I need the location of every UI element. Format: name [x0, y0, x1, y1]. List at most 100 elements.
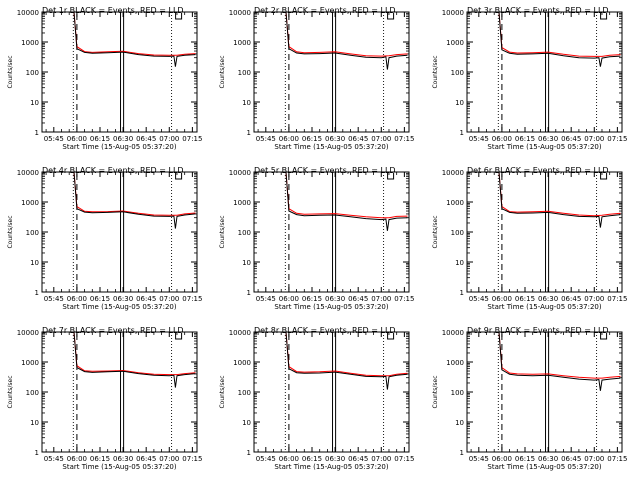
y-tick-label: 10: [242, 259, 251, 267]
y-tick-label: 10000: [442, 169, 464, 177]
y-tick-label: 10: [455, 419, 464, 427]
plot-panel-9: 1 10 100 1000 10000 05:45 06:00 06:15 06:30 06:45…: [432, 326, 627, 471]
y-tick-label: 1000: [446, 39, 464, 47]
x-tick-label: 07:00: [584, 135, 604, 143]
y-axis-label: Counts/sec: [7, 375, 14, 408]
axes-frame: [466, 11, 623, 133]
panel-title: Det 5r BLACK = Events, RED = LLD: [254, 166, 396, 175]
x-tick-label: 06:30: [325, 455, 345, 463]
x-tick-label: 05:45: [469, 455, 489, 463]
y-tick-label: 10000: [17, 169, 39, 177]
y-axis-label: Counts/sec: [7, 215, 14, 248]
y-tick-label: 10000: [229, 329, 251, 337]
x-tick-label: 07:00: [159, 135, 179, 143]
series-line-red: [285, 172, 408, 219]
panel-title: Det 2r BLACK = Events, RED = LLD: [254, 6, 396, 15]
x-axis-label: Start Time (15-Aug-05 05:37:20): [487, 303, 601, 311]
x-tick-label: 06:00: [492, 455, 512, 463]
x-tick-label: 06:00: [279, 295, 299, 303]
x-tick-label: 06:45: [136, 455, 156, 463]
plot-panel-7: 1 10 100 1000 10000 05:45 06:00 06:15 06:30 06:45…: [7, 326, 202, 471]
y-tick-label: 100: [26, 69, 39, 77]
y-tick-label: 1000: [446, 359, 464, 367]
square-marker: [600, 333, 608, 340]
series-group: [498, 12, 621, 67]
series-group: [285, 172, 408, 231]
y-tick-label: 10000: [229, 169, 251, 177]
series-group: [285, 332, 408, 390]
x-tick-label: 06:00: [67, 295, 87, 303]
y-tick-label: 1000: [233, 359, 251, 367]
axes-frame: [466, 171, 623, 293]
x-tick-label: 06:30: [113, 455, 133, 463]
square-marker: [387, 333, 395, 340]
x-axis-label: Start Time (15-Aug-05 05:37:20): [62, 143, 176, 151]
axes-frame: [41, 171, 198, 293]
series-line-black: [73, 12, 196, 67]
y-tick-label: 1000: [21, 199, 39, 207]
panel-title: Det 3r BLACK = Events, RED = LLD: [467, 6, 609, 15]
y-tick-label: 1: [35, 449, 39, 457]
x-tick-label: 05:45: [469, 135, 489, 143]
x-tick-label: 07:00: [584, 455, 604, 463]
y-tick-label: 10: [242, 99, 251, 107]
series-group: [73, 332, 196, 388]
y-tick-label: 10000: [17, 329, 39, 337]
x-tick-label: 05:45: [44, 455, 64, 463]
y-tick-label: 1000: [233, 39, 251, 47]
plot-panel-4: 1 10 100 1000 10000 05:45 06:00 06:15 06:30 06:45…: [7, 166, 202, 311]
x-tick-label: 06:00: [279, 455, 299, 463]
y-axis-label: Counts/sec: [219, 215, 226, 248]
x-tick-label: 06:45: [561, 295, 581, 303]
y-tick-label: 1: [247, 289, 251, 297]
y-tick-label: 10000: [17, 9, 39, 17]
series-line-black: [498, 172, 621, 228]
x-tick-label: 05:45: [256, 295, 276, 303]
x-tick-label: 07:00: [371, 455, 391, 463]
x-tick-label: 05:45: [256, 135, 276, 143]
y-tick-label: 100: [238, 69, 251, 77]
y-tick-label: 10: [455, 99, 464, 107]
series-line-red: [73, 332, 196, 376]
y-axis-label: Counts/sec: [432, 375, 439, 408]
x-tick-label: 06:30: [538, 135, 558, 143]
axes-frame: [253, 331, 410, 453]
x-tick-label: 06:15: [302, 135, 322, 143]
x-tick-label: 06:45: [348, 295, 368, 303]
x-axis-label: Start Time (15-Aug-05 05:37:20): [487, 143, 601, 151]
x-tick-label: 05:45: [469, 295, 489, 303]
x-axis-label: Start Time (15-Aug-05 05:37:20): [274, 463, 388, 471]
y-tick-label: 10: [30, 259, 39, 267]
x-tick-label: 06:30: [325, 295, 345, 303]
x-tick-label: 06:30: [113, 135, 133, 143]
series-group: [73, 172, 196, 229]
axes-frame: [41, 11, 198, 133]
x-tick-label: 05:45: [44, 295, 64, 303]
x-tick-label: 06:30: [325, 135, 345, 143]
x-tick-label: 07:15: [607, 455, 627, 463]
series-line-red: [73, 12, 196, 56]
y-tick-label: 1: [247, 449, 251, 457]
plot-panel-2: 1 10 100 1000 10000 05:45 06:00 06:15 06:30 06:45…: [219, 6, 414, 151]
y-tick-label: 10: [242, 419, 251, 427]
square-marker: [175, 173, 183, 180]
x-tick-label: 06:45: [348, 455, 368, 463]
y-tick-label: 1: [460, 129, 464, 137]
x-tick-label: 06:30: [538, 455, 558, 463]
x-tick-label: 06:15: [515, 295, 535, 303]
x-tick-label: 07:00: [371, 135, 391, 143]
x-tick-label: 06:00: [279, 135, 299, 143]
y-tick-label: 1: [460, 289, 464, 297]
y-tick-label: 100: [451, 69, 464, 77]
x-tick-label: 07:00: [159, 455, 179, 463]
x-tick-label: 07:15: [394, 135, 414, 143]
series-group: [285, 12, 408, 70]
y-tick-label: 1: [35, 129, 39, 137]
x-tick-label: 05:45: [256, 455, 276, 463]
square-marker: [600, 173, 608, 180]
y-tick-label: 10000: [442, 329, 464, 337]
y-tick-label: 1000: [233, 199, 251, 207]
x-tick-label: 06:30: [113, 295, 133, 303]
y-axis-label: Counts/sec: [432, 215, 439, 248]
panel-title: Det 8r BLACK = Events, RED = LLD: [254, 326, 396, 335]
